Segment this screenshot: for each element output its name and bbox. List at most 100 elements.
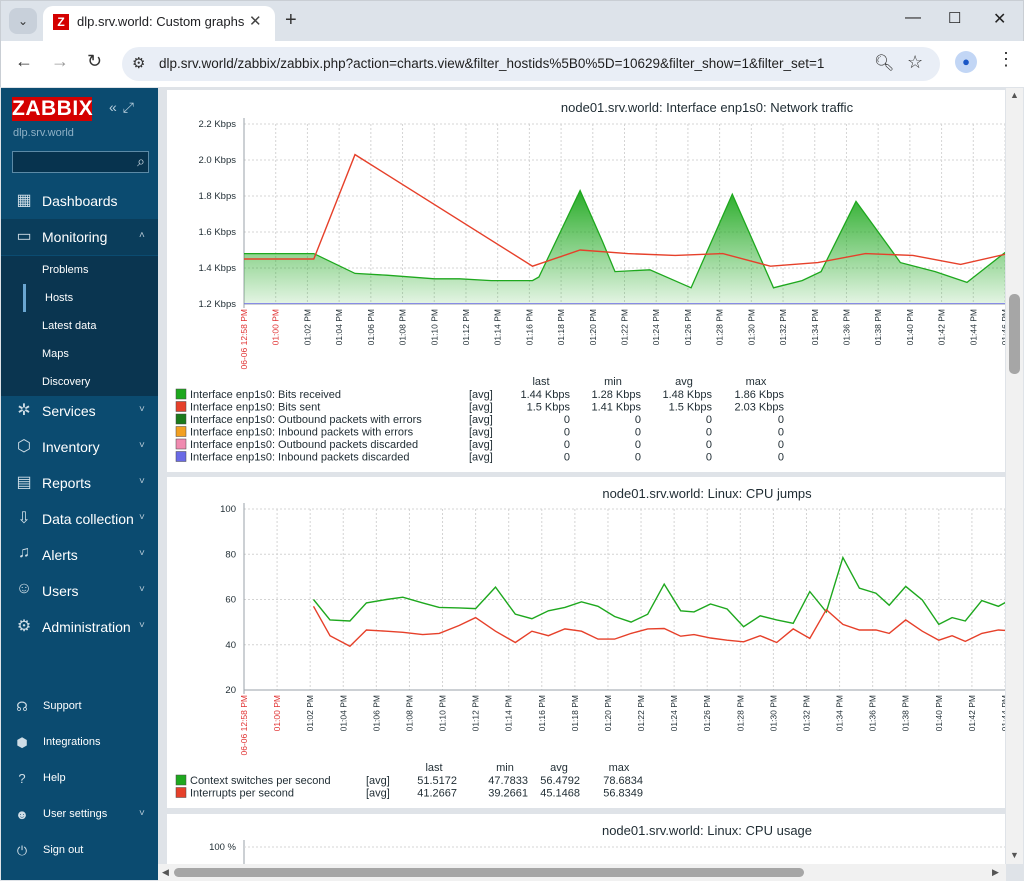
menu-integrations[interactable]: ⬢ Integrations	[1, 725, 158, 761]
x-tick-label: 01:42 PM	[937, 309, 947, 345]
menu-dashboards[interactable]: ▦ Dashboards	[1, 183, 158, 219]
browser-menu-icon[interactable]: ⋮	[997, 49, 1015, 69]
legend-header-avg: avg	[675, 376, 693, 388]
x-tick-label: 01:08 PM	[398, 309, 408, 345]
users-icon: ☺	[15, 580, 33, 597]
legend-swatch	[175, 774, 187, 786]
menu-services[interactable]: ✲ Services ˅	[1, 393, 158, 429]
legend-swatch	[175, 426, 187, 437]
main-content: node01.srv.world: Interface enp1s0: Netw…	[158, 88, 1006, 864]
y-tick-label: 2.2 Kbps	[199, 119, 237, 130]
submenu-maps[interactable]: Maps	[23, 340, 158, 368]
menu-data-collection[interactable]: ⇩ Data collection ˅	[1, 501, 158, 537]
legend-value-max: 78.6834	[603, 775, 643, 787]
zabbix-logo[interactable]: ZABBIX	[12, 97, 94, 121]
x-tick-label: 06-06 12:58 PM	[239, 309, 249, 369]
submenu-hosts[interactable]: Hosts	[23, 284, 158, 312]
x-tick-label: 01:46 PM	[1000, 309, 1005, 345]
tab-bar: ⌄ Z dlp.srv.world: Custom graphs ✕ + — ☐…	[1, 1, 1024, 41]
chevron-down-icon: ⌄	[17, 14, 29, 28]
menu-label: Users	[42, 583, 79, 599]
chevron-down-icon: ˅	[139, 440, 145, 451]
vertical-scrollbar[interactable]: ▲ ▼	[1006, 88, 1023, 864]
scroll-up-icon[interactable]: ▲	[1010, 90, 1019, 100]
legend-item-name: Interrupts per second	[190, 788, 294, 800]
x-tick-label: 01:30 PM	[746, 309, 756, 345]
menu-users[interactable]: ☺ Users ˅	[1, 573, 158, 609]
close-window-icon[interactable]: ✕	[993, 11, 1007, 28]
menu-label: Inventory	[42, 439, 100, 455]
x-tick-label: 01:16 PM	[537, 695, 547, 731]
menu-label: User settings	[43, 808, 108, 820]
legend-value-avg: 0	[706, 452, 712, 464]
menu-label: Monitoring	[42, 229, 108, 245]
legend-value-last: 1.44 Kbps	[520, 389, 570, 401]
x-tick-label: 01:32 PM	[801, 695, 811, 731]
menu-user-settings[interactable]: ☻ User settings ˅	[1, 797, 158, 833]
legend-value-min: 1.28 Kbps	[591, 389, 641, 401]
submenu-problems[interactable]: Problems	[23, 256, 158, 284]
zoom-magnifier-icon[interactable]: 🔍︎	[874, 55, 895, 72]
horizontal-scroll-thumb[interactable]	[174, 868, 804, 877]
menu-help[interactable]: ? Help	[1, 761, 158, 797]
x-tick-label: 01:20 PM	[603, 695, 613, 731]
x-tick-label: 01:20 PM	[588, 309, 598, 345]
bookmark-star-icon[interactable]: ☆	[907, 52, 924, 72]
sidebar-search-input[interactable]: ⌕	[12, 151, 149, 173]
minimize-icon[interactable]: —	[905, 9, 921, 26]
menu-monitoring[interactable]: ▭ Monitoring ˄	[1, 219, 158, 255]
forward-arrow-icon[interactable]: →	[51, 51, 69, 71]
chevron-down-icon: ˅	[139, 620, 145, 631]
legend-value-avg: 0	[706, 414, 712, 426]
legend-header-min: min	[496, 762, 514, 774]
y-tick-label: 100 %	[209, 842, 236, 853]
menu-support[interactable]: ☊ Support	[1, 689, 158, 725]
scroll-down-icon[interactable]: ▼	[1010, 850, 1019, 860]
browser-tab[interactable]: Z dlp.srv.world: Custom graphs ✕	[43, 6, 275, 41]
x-tick-label: 01:44 PM	[968, 309, 978, 345]
y-tick-label: 20	[225, 685, 236, 696]
omnibox[interactable]: ⚙ dlp.srv.world/zabbix/zabbix.php?action…	[122, 47, 940, 81]
scroll-left-icon[interactable]: ◀	[162, 867, 169, 877]
submenu-label: Problems	[42, 264, 89, 276]
legend-value-min: 0	[635, 414, 641, 426]
profile-avatar-icon[interactable]: ●	[955, 51, 977, 73]
y-tick-label: 100	[220, 504, 236, 515]
legend-value-last: 51.5172	[417, 775, 457, 787]
close-tab-icon[interactable]: ✕	[249, 13, 262, 30]
tab-title: dlp.srv.world: Custom graphs	[77, 14, 245, 29]
x-tick-label: 06-06 12:58 PM	[239, 695, 249, 755]
search-icon[interactable]: ⌕	[137, 153, 145, 169]
scroll-right-icon[interactable]: ▶	[992, 867, 999, 877]
site-settings-icon[interactable]: ⚙	[132, 55, 146, 72]
tab-search-dropdown[interactable]: ⌄	[9, 8, 37, 34]
url-text[interactable]: dlp.srv.world/zabbix/zabbix.php?action=c…	[159, 56, 825, 71]
collapse-sidebar-icon[interactable]: «⤢	[109, 99, 140, 115]
submenu-latest-data[interactable]: Latest data	[23, 312, 158, 340]
submenu-discovery[interactable]: Discovery	[23, 368, 158, 396]
x-tick-label: 01:00 PM	[272, 695, 282, 731]
horizontal-scrollbar[interactable]: ◀ ▶	[158, 864, 1006, 881]
series-line-1	[312, 605, 1005, 648]
x-tick-label: 01:06 PM	[366, 309, 376, 345]
menu-label: Alerts	[42, 547, 78, 563]
menu-reports[interactable]: ▤ Reports ˅	[1, 465, 158, 501]
menu-label: Reports	[42, 475, 92, 491]
menu-inventory[interactable]: ⬡ Inventory ˅	[1, 429, 158, 465]
legend-header-max: max	[746, 376, 767, 388]
menu-administration[interactable]: ⚙ Administration ˅	[1, 609, 158, 645]
maximize-icon[interactable]: ☐	[948, 10, 962, 27]
vertical-scroll-thumb[interactable]	[1009, 294, 1020, 374]
menu-sign-out[interactable]: ⏻ Sign out	[1, 833, 158, 869]
user-settings-icon: ☻	[15, 807, 29, 822]
new-tab-plus-icon[interactable]: +	[285, 9, 297, 31]
back-arrow-icon[interactable]: ←	[15, 51, 33, 71]
reload-icon[interactable]: ↻	[87, 51, 103, 71]
graph-title: node01.srv.world: Interface enp1s0: Netw…	[561, 100, 854, 115]
legend-item-name: Interface enp1s0: Outbound packets with …	[190, 414, 422, 426]
x-tick-label: 01:44 PM	[1000, 695, 1005, 731]
y-tick-label: 2.0 Kbps	[199, 155, 237, 166]
menu-alerts[interactable]: ♫ Alerts ˅	[1, 537, 158, 573]
legend-swatch	[175, 401, 187, 412]
graph-title: node01.srv.world: Linux: CPU jumps	[602, 486, 812, 501]
